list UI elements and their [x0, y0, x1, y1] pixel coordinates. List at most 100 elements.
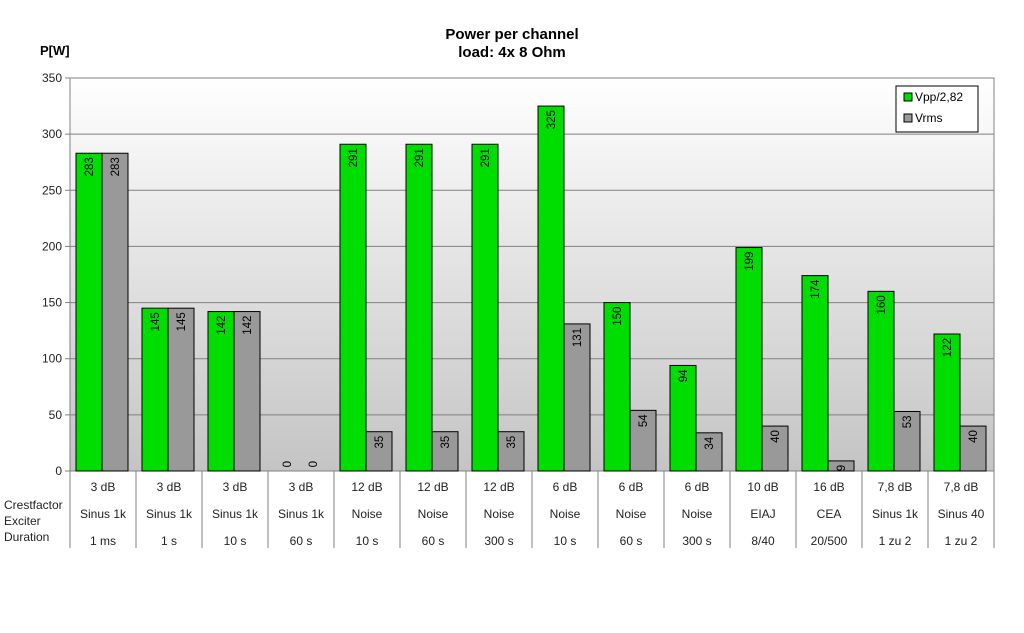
category-exciter: Noise — [484, 507, 515, 521]
chart-subtitle: load: 4x 8 Ohm — [458, 44, 566, 61]
bar-vrms — [629, 409, 657, 472]
data-label: 35 — [506, 436, 518, 449]
category-duration: 1 zu 2 — [879, 534, 912, 548]
legend-swatch — [903, 113, 913, 123]
data-label: 94 — [678, 369, 690, 382]
category-crestfactor: 7,8 dB — [944, 480, 979, 494]
category-crestfactor: 12 dB — [351, 480, 382, 494]
bar-vpp — [141, 307, 169, 472]
data-label: 145 — [176, 312, 188, 331]
bar-vpp — [867, 290, 895, 472]
data-label: 0 — [282, 461, 294, 467]
bar-vpp — [471, 143, 499, 472]
category-duration: 1 zu 2 — [945, 534, 978, 548]
bar-vrms — [563, 323, 591, 472]
category-crestfactor: 10 dB — [747, 480, 778, 494]
category-crestfactor: 6 dB — [685, 480, 710, 494]
category-exciter: Sinus 1k — [80, 507, 127, 521]
data-label: 53 — [902, 415, 914, 428]
bar-vpp — [933, 333, 961, 472]
category-exciter: Sinus 1k — [212, 507, 259, 521]
bar-vpp — [603, 302, 631, 472]
category-crestfactor: 12 dB — [483, 480, 514, 494]
category-duration: 300 s — [484, 534, 513, 548]
data-label: 325 — [546, 110, 558, 129]
category-crestfactor: 12 dB — [417, 480, 448, 494]
category-crestfactor: 3 dB — [223, 480, 248, 494]
category-crestfactor: 3 dB — [157, 480, 182, 494]
bar-vpp — [801, 275, 829, 472]
legend-label: Vpp/2,82 — [915, 90, 963, 104]
category-exciter: Sinus 40 — [938, 507, 985, 521]
bar-vrms — [497, 431, 525, 472]
bar-vrms — [365, 431, 393, 472]
category-exciter: Noise — [682, 507, 713, 521]
category-duration: 60 s — [290, 534, 313, 548]
category-duration: 10 s — [356, 534, 379, 548]
category-exciter: Sinus 1k — [278, 507, 325, 521]
data-label: 199 — [744, 252, 756, 271]
category-crestfactor: 16 dB — [813, 480, 844, 494]
data-label: 291 — [348, 148, 360, 167]
category-duration: 8/40 — [751, 534, 775, 548]
y-tick-label: 200 — [42, 239, 62, 253]
bar-vpp — [669, 364, 697, 472]
bar-vrms — [827, 460, 855, 472]
category-duration: 60 s — [422, 534, 445, 548]
data-label: 291 — [480, 148, 492, 167]
bar-vrms — [893, 410, 921, 472]
bar-vpp — [537, 105, 565, 472]
category-crestfactor: 6 dB — [553, 480, 578, 494]
bar-vrms — [695, 432, 723, 472]
data-label: 142 — [216, 316, 228, 335]
data-label: 9 — [836, 465, 848, 471]
category-exciter: Noise — [550, 507, 581, 521]
category-crestfactor: 6 dB — [619, 480, 644, 494]
data-label: 40 — [968, 430, 980, 443]
category-exciter: Noise — [616, 507, 647, 521]
bar-vrms — [101, 152, 129, 472]
bar-vrms — [761, 425, 789, 472]
bar-vpp — [405, 143, 433, 472]
data-label: 150 — [612, 307, 624, 326]
category-exciter: Sinus 1k — [872, 507, 919, 521]
data-label: 34 — [704, 436, 716, 449]
category-exciter: CEA — [817, 507, 842, 521]
y-tick-label: 150 — [42, 296, 62, 310]
y-tick-label: 250 — [42, 183, 62, 197]
data-label: 145 — [150, 312, 162, 331]
data-label: 283 — [84, 157, 96, 176]
data-label: 291 — [414, 148, 426, 167]
bar-vrms — [233, 311, 261, 472]
category-duration: 300 s — [682, 534, 711, 548]
y-tick-label: 350 — [42, 71, 62, 85]
legend-swatch — [903, 92, 913, 102]
category-duration: 1 s — [161, 534, 177, 548]
bar-vrms — [167, 307, 195, 472]
category-exciter: Noise — [418, 507, 449, 521]
data-label: 160 — [876, 295, 888, 314]
category-crestfactor: 3 dB — [91, 480, 116, 494]
bar-vpp — [75, 152, 103, 472]
y-tick-label: 50 — [49, 408, 63, 422]
category-exciter: Sinus 1k — [146, 507, 193, 521]
data-label: 40 — [770, 430, 782, 443]
row-label: Duration — [4, 530, 49, 544]
row-label: Crestfactor — [4, 498, 63, 512]
data-label: 54 — [638, 414, 650, 427]
chart-title: Power per channel — [445, 26, 578, 43]
data-label: 122 — [942, 338, 954, 357]
category-duration: 10 s — [554, 534, 577, 548]
y-tick-label: 300 — [42, 127, 62, 141]
data-label: 131 — [572, 328, 584, 347]
data-label: 0 — [308, 461, 320, 467]
bar-vpp — [339, 143, 367, 472]
category-crestfactor: 3 dB — [289, 480, 314, 494]
data-label: 283 — [110, 157, 122, 176]
y-tick-label: 100 — [42, 352, 62, 366]
category-duration: 10 s — [224, 534, 247, 548]
bar-vrms — [959, 425, 987, 472]
data-label: 174 — [810, 279, 822, 299]
data-label: 142 — [242, 316, 254, 335]
